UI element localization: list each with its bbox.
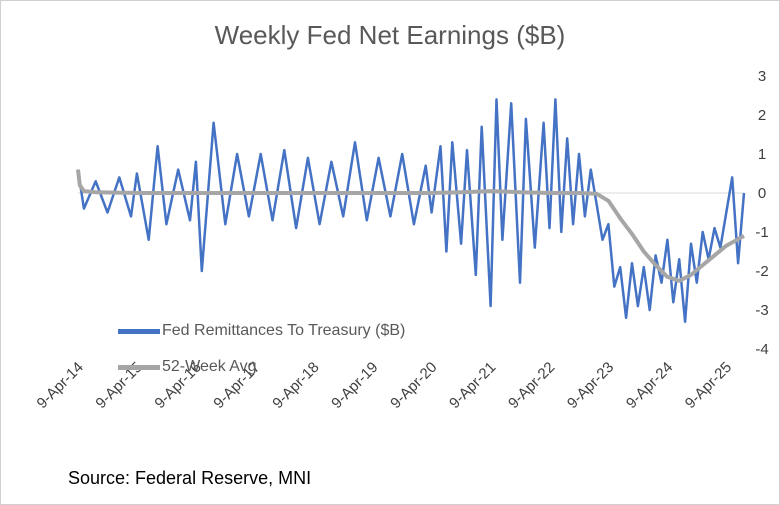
chart-title: Weekly Fed Net Earnings ($B) (214, 20, 566, 50)
legend-item-average: 52-Week Avg (118, 349, 405, 385)
y-tick-label: -3 (755, 302, 768, 319)
y-tick-label: 2 (758, 107, 766, 124)
x-tick-label: 9-Apr-14 (34, 359, 87, 412)
y-tick-label: -4 (755, 341, 768, 358)
legend-swatch-average (118, 364, 160, 370)
chart-legend: Fed Remittances To Treasury ($B) 52-Week… (118, 313, 405, 385)
y-tick-label: 0 (758, 185, 766, 202)
series-line-average (76, 169, 745, 283)
series-line-remittances (76, 98, 746, 323)
x-tick-label: 9-Apr-24 (623, 359, 676, 412)
x-tick-label: 9-Apr-22 (505, 359, 558, 412)
source-note: Source: Federal Reserve, MNI (68, 468, 312, 488)
y-tick-label: -2 (755, 263, 768, 280)
legend-label-remittances: Fed Remittances To Treasury ($B) (162, 322, 406, 339)
y-tick-label: 1 (758, 146, 766, 163)
legend-item-remittances: Fed Remittances To Treasury ($B) (118, 313, 405, 349)
x-tick-label: 9-Apr-25 (682, 359, 735, 412)
x-tick-label: 9-Apr-21 (446, 359, 499, 412)
x-tick-label: 9-Apr-23 (564, 359, 617, 412)
legend-swatch-remittances (118, 328, 160, 334)
y-tick-label: -1 (755, 224, 768, 241)
y-tick-label: 3 (758, 68, 766, 85)
legend-label-average: 52-Week Avg (162, 358, 257, 375)
